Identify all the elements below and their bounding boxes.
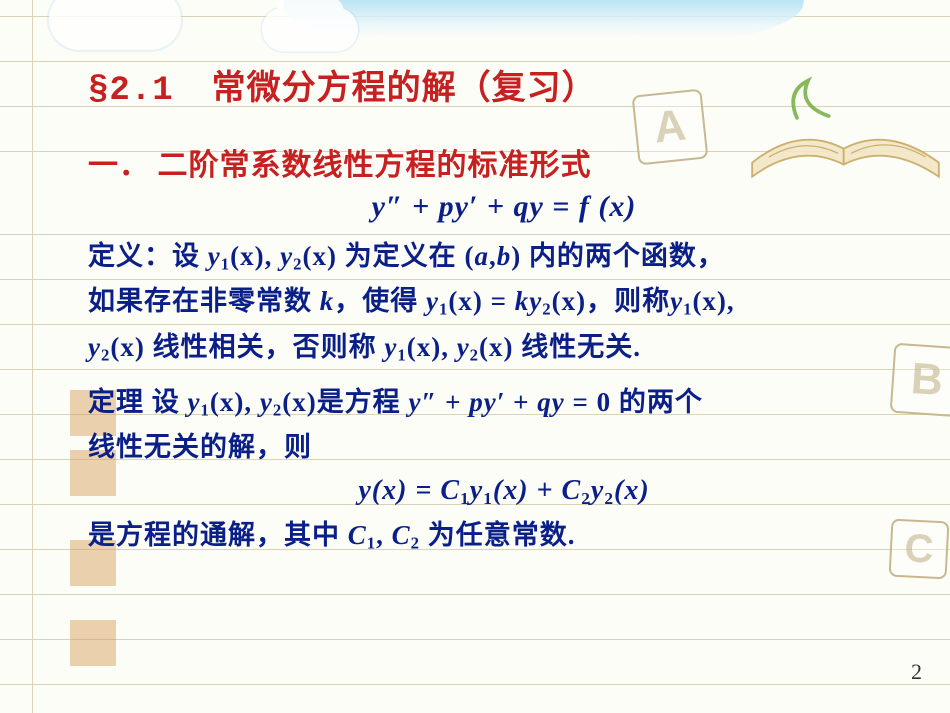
- standard-form-equation: y″ + py′ + qy = f (x): [88, 190, 920, 224]
- slide-content: §2.1 常微分方程的解（复习） 一． 二阶常系数线性方程的标准形式 y″ + …: [88, 60, 920, 558]
- sub-heading-label: 一．: [88, 149, 150, 182]
- theorem-block: 定理 设 y1(x), y2(x)是方程 y″ + py′ + qy = 0 的…: [88, 380, 920, 471]
- background-margin-line: [32, 0, 33, 713]
- section-number: §2.1: [88, 72, 174, 110]
- section-title: 常微分方程的解（复习）: [212, 70, 597, 107]
- conclusion-line: 是方程的通解，其中 C1, C2 为任意常数.: [88, 513, 920, 558]
- definition-block: 定义：设 y1(x), y2(x) 为定义在 (a,b) 内的两个函数， 如果存…: [88, 234, 920, 370]
- section-heading: §2.1 常微分方程的解（复习）: [88, 60, 920, 110]
- page-number: 2: [911, 659, 922, 685]
- sub-heading: 一． 二阶常系数线性方程的标准形式: [88, 140, 920, 184]
- sub-heading-text: 二阶常系数线性方程的标准形式: [158, 149, 592, 182]
- general-solution-equation: y(x) = C1y1(x) + C2y2(x): [88, 475, 920, 509]
